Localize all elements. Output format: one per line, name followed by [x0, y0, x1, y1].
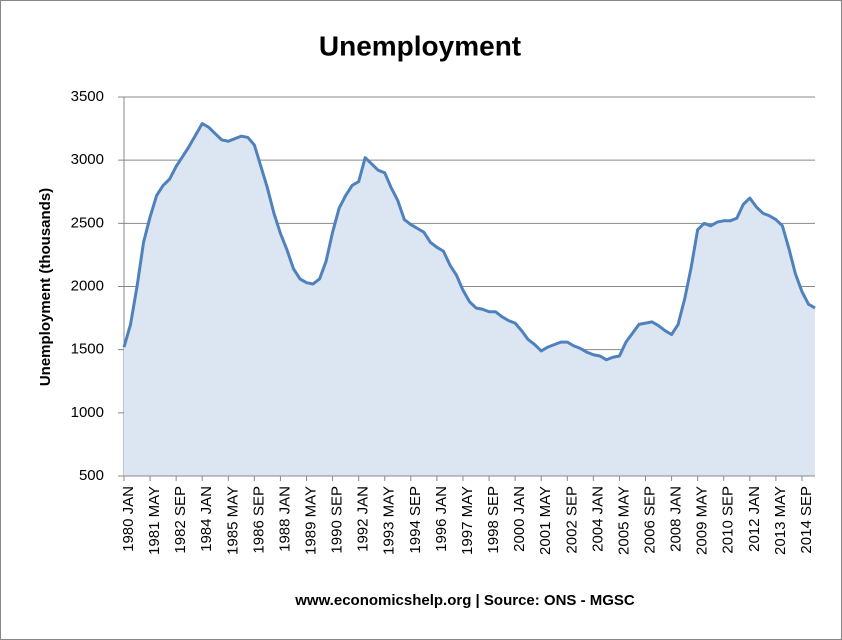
x-tick-label: 1982 SEP [172, 486, 189, 554]
x-tick-label: 1981 MAY [146, 486, 163, 555]
y-tick-label: 1000 [71, 404, 104, 421]
x-tick-label: 2006 SEP [641, 486, 658, 554]
y-tick-label: 3500 [71, 88, 104, 105]
x-tick-label: 2000 JAN [511, 486, 528, 552]
x-tick-label: 2010 SEP [720, 486, 737, 554]
x-tick-label: 1996 JAN [433, 486, 450, 552]
x-tick-label: 2001 MAY [537, 486, 554, 555]
line [122, 122, 816, 362]
chart-title: Unemployment [319, 30, 521, 61]
x-tick-label: 1992 JAN [355, 486, 372, 552]
x-tick-label: 2013 MAY [772, 486, 789, 555]
y-tick-label: 1500 [71, 341, 104, 358]
x-tick-label: 2009 MAY [694, 486, 711, 555]
x-tick-label: 1980 JAN [120, 486, 137, 552]
x-tick-label: 2005 MAY [615, 486, 632, 555]
y-tick-label: 2500 [71, 214, 104, 231]
x-tick-label: 1994 SEP [407, 486, 424, 554]
x-tick-label: 1993 MAY [381, 486, 398, 555]
x-tick-label: 1990 SEP [329, 486, 346, 554]
x-tick-label: 1997 MAY [459, 486, 476, 555]
x-tick-label: 1989 MAY [302, 486, 319, 555]
y-axis-title: Unemployment (thousands) [37, 188, 54, 386]
x-tick-label: 1984 JAN [198, 486, 215, 552]
source-note: www.economicshelp.org | Source: ONS - MG… [294, 592, 635, 609]
area-fill [124, 123, 815, 476]
x-tick-label: 1986 SEP [250, 486, 267, 554]
x-tick-label: 2012 JAN [746, 486, 763, 552]
x-tick-label: 1998 SEP [485, 486, 502, 554]
x-tick-label: 2002 SEP [563, 486, 580, 554]
x-tick-label: 1985 MAY [224, 486, 241, 555]
y-tick-label: 3000 [71, 151, 104, 168]
y-tick-label: 500 [79, 467, 104, 484]
y-tick-label: 2000 [71, 277, 104, 294]
x-tick-label: 2004 JAN [589, 486, 606, 552]
x-tick-label: 2014 SEP [798, 486, 815, 554]
x-tick-label: 2008 JAN [668, 486, 685, 552]
x-tick-label: 1988 JAN [276, 486, 293, 552]
